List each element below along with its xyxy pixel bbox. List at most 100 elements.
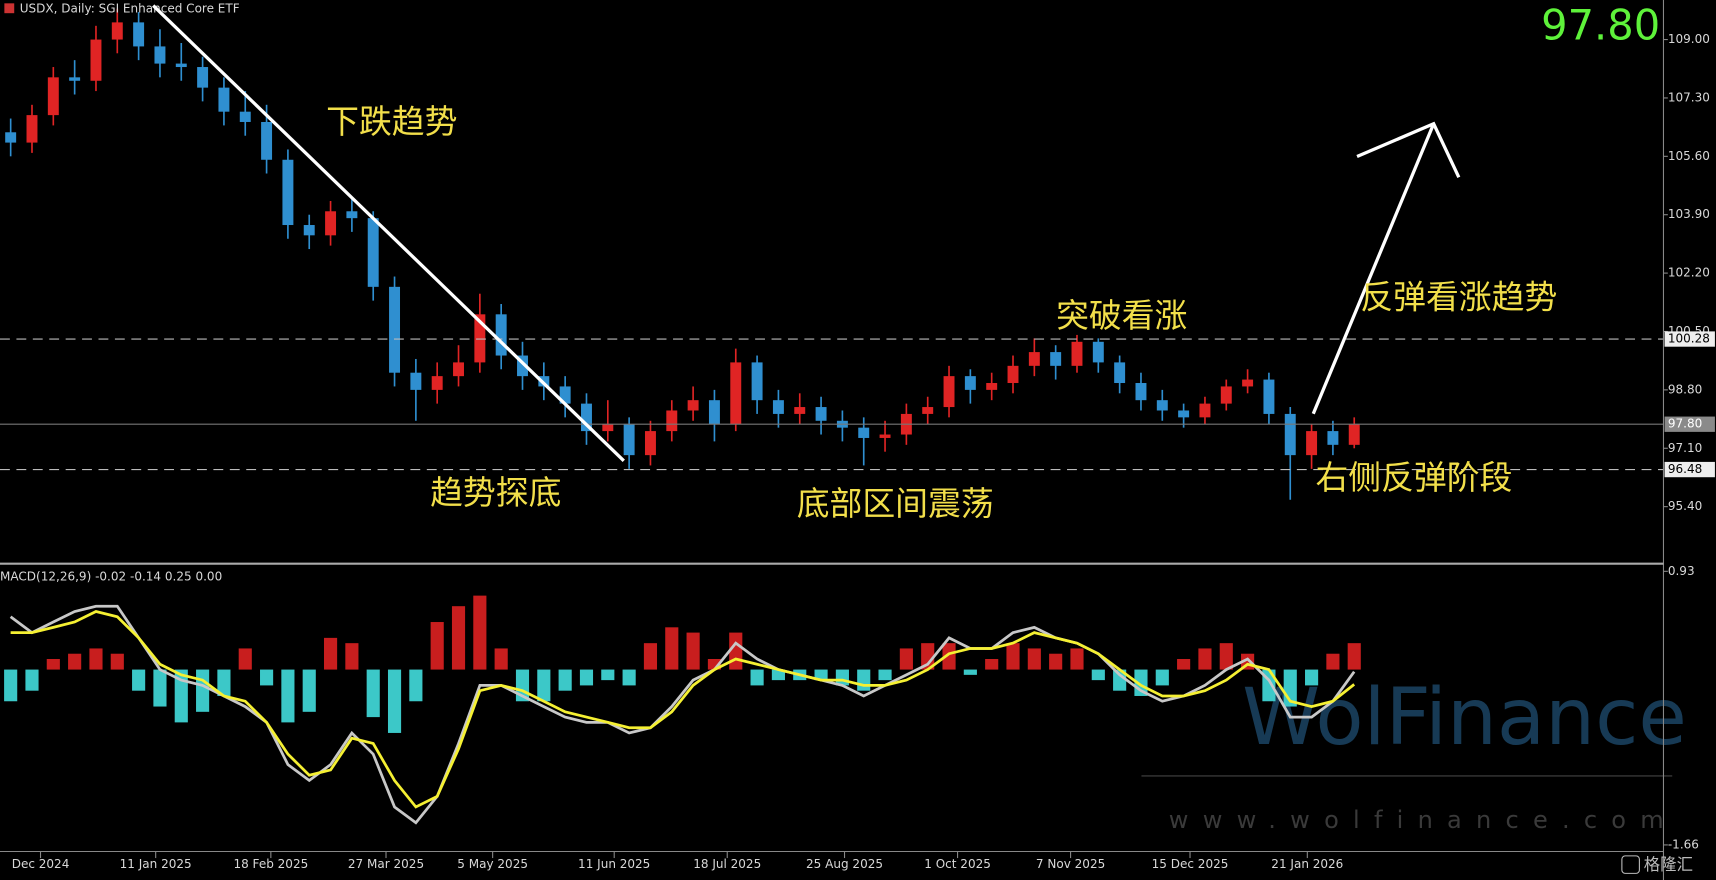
macd-line	[9, 604, 1356, 825]
macd-histogram-bar	[750, 669, 764, 686]
candle-body	[581, 403, 592, 432]
macd-histogram-bar	[473, 595, 487, 670]
candle-body	[474, 314, 486, 363]
macd-histogram-bar	[665, 627, 679, 670]
macd-histogram-bar	[707, 659, 722, 670]
candle-body	[26, 115, 38, 143]
macd-histogram-bar	[281, 669, 295, 723]
arrow-shaft	[1311, 123, 1436, 415]
candle-body	[517, 355, 528, 377]
macd-histogram-bar	[1326, 653, 1340, 670]
x-tick-label: Dec 2024	[12, 857, 70, 871]
macd-histogram-bar	[345, 643, 359, 670]
candle-body	[69, 77, 81, 81]
candle-body	[794, 407, 806, 414]
candle-body	[1028, 352, 1040, 366]
candle-body	[239, 111, 251, 122]
macd-histogram-bar	[686, 632, 700, 670]
macd-histogram-bar	[132, 669, 146, 691]
x-tick-label: 7 Nov 2025	[1036, 857, 1105, 871]
candle-body	[1306, 431, 1318, 456]
watermark-logo: 格隆汇	[1644, 855, 1693, 874]
x-tick-label: 21 Jan 2026	[1271, 857, 1343, 871]
candle-body	[346, 211, 358, 219]
last-price-big: 97.80	[1541, 1, 1660, 50]
candle-body	[815, 407, 827, 421]
macd-histogram-bar	[409, 669, 423, 702]
annotation: 突破看涨	[1056, 297, 1187, 335]
candle-body	[453, 362, 464, 377]
candle-body	[431, 376, 443, 390]
price-level-label: 100.28	[1668, 332, 1710, 346]
macd-histogram-bar	[579, 669, 594, 686]
chart-header: USDX, Daily: SGI Enhanced Core ETF	[20, 1, 240, 15]
macd-histogram-bar	[4, 669, 18, 702]
x-tick-label: 1 Oct 2025	[924, 857, 991, 871]
macd-histogram-bar	[46, 659, 60, 670]
macd-histogram-bar	[857, 669, 871, 691]
candle-body	[111, 22, 123, 40]
candle-body	[922, 407, 934, 414]
candle-body	[1178, 410, 1190, 418]
y-tick-label: 103.90	[1668, 207, 1710, 221]
price-level-box	[1664, 461, 1715, 478]
candle-body	[708, 400, 720, 425]
candle-body	[1263, 379, 1275, 414]
macd-histogram-bar	[1198, 648, 1212, 670]
macd-histogram-bar	[537, 669, 551, 702]
candle-body	[389, 286, 401, 373]
annotation: 右侧反弹阶段	[1315, 459, 1512, 497]
macd-histogram-bar	[814, 669, 828, 681]
candle-body	[495, 314, 507, 356]
y-tick-label: 97.10	[1668, 441, 1702, 455]
macd-histogram-bar	[1347, 643, 1361, 670]
candle-body	[1327, 431, 1339, 445]
candle-body	[751, 362, 763, 401]
macd-histogram-bar	[25, 669, 39, 691]
annotation: 反弹看涨趋势	[1360, 278, 1557, 316]
candle-body	[218, 87, 230, 112]
macd-histogram-bar	[430, 622, 444, 670]
candle-body	[644, 431, 656, 456]
macd-histogram-bar	[1305, 669, 1319, 686]
macd-title: MACD(12,26,9) -0.02 -0.14 0.25 0.00	[0, 569, 222, 583]
x-tick-label: 25 Aug 2025	[806, 857, 883, 871]
macd-histogram-bar	[153, 669, 167, 707]
x-tick-label: 5 May 2025	[457, 857, 528, 871]
price-level-label: 97.80	[1668, 417, 1702, 431]
macd-histogram-bar	[1006, 643, 1020, 670]
candle-body	[197, 67, 209, 88]
watermark: WolFinance www.wolfinance.com	[1141, 671, 1687, 834]
candle-body	[559, 386, 571, 404]
candle-body	[367, 218, 379, 287]
macd-histogram-bar	[942, 643, 956, 670]
macd-histogram-bar	[1049, 653, 1063, 670]
y-tick-label: -1.66	[1668, 837, 1699, 851]
candle-body	[1050, 352, 1062, 366]
candle-body	[282, 159, 294, 226]
candle-body	[964, 376, 976, 390]
macd-histogram-bar	[217, 669, 231, 696]
x-tick-label: 11 Jun 2025	[578, 857, 650, 871]
annotations: 下跌趋势 趋势探底 底部区间震荡 突破看涨 反弹看涨趋势 右侧反弹阶段	[152, 4, 1557, 523]
x-tick-label: 18 Feb 2025	[233, 857, 308, 871]
macd-histogram-bar	[963, 669, 977, 675]
macd-histogram-bar	[1177, 659, 1191, 670]
annotation: 趋势探底	[430, 474, 561, 512]
macd-histogram-bar	[1070, 648, 1084, 670]
macd-histogram-bar	[771, 669, 785, 681]
candle-body	[1284, 413, 1296, 456]
candle-body	[858, 427, 870, 438]
macd-histogram-bar	[558, 669, 572, 691]
macd-histogram-bar	[238, 648, 252, 670]
macd-histogram-bar	[494, 648, 508, 670]
candle-body	[47, 77, 59, 116]
candle-body	[1348, 424, 1360, 445]
arrow-head	[1356, 121, 1461, 179]
macd-histogram-bar	[899, 648, 913, 670]
candle-body	[943, 376, 955, 408]
x-tick-label: 27 Mar 2025	[348, 857, 424, 871]
trend-line	[152, 4, 625, 462]
macd-histogram-bar	[174, 669, 188, 723]
